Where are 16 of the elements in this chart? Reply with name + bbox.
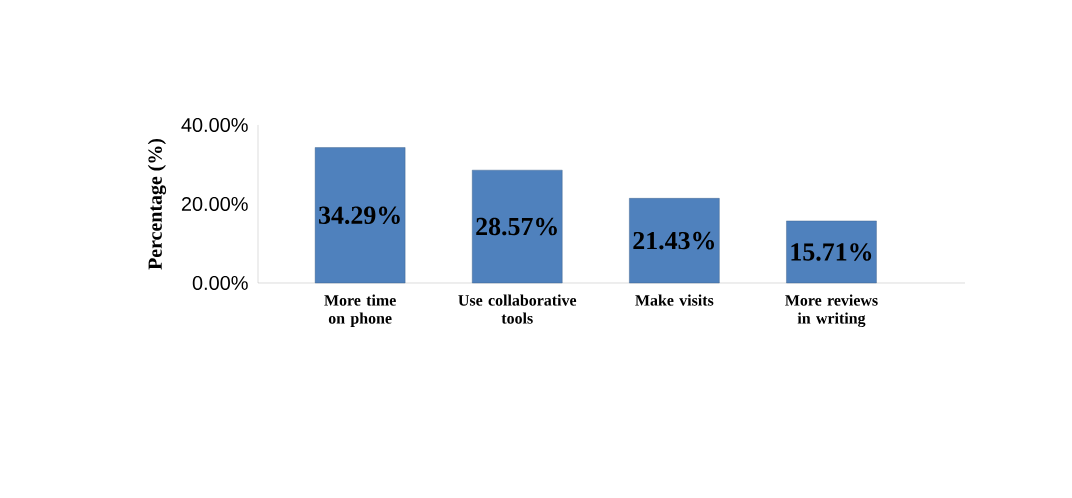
- y-tick-label: 20.00%: [181, 196, 248, 212]
- y-tick-label: 40.00%: [181, 117, 248, 133]
- data-label: 15.71%: [791, 243, 872, 261]
- x-tick-label: More reviews in writing: [785, 294, 878, 328]
- data-label: 34.29%: [319, 206, 400, 225]
- data-label: 21.43%: [633, 231, 715, 250]
- bar: [629, 198, 720, 284]
- x-tick-label: Make visits: [635, 294, 714, 306]
- y-axis-title: Percentage (%): [147, 138, 167, 270]
- x-tick-label: More time on phone: [324, 294, 396, 327]
- data-label: 28.57%: [476, 217, 557, 236]
- y-tick-label: 0.00%: [192, 275, 248, 291]
- bar: [472, 169, 563, 284]
- bar: [314, 147, 406, 284]
- bar: [786, 220, 877, 284]
- x-tick-label: Use collaborative tools: [458, 294, 577, 324]
